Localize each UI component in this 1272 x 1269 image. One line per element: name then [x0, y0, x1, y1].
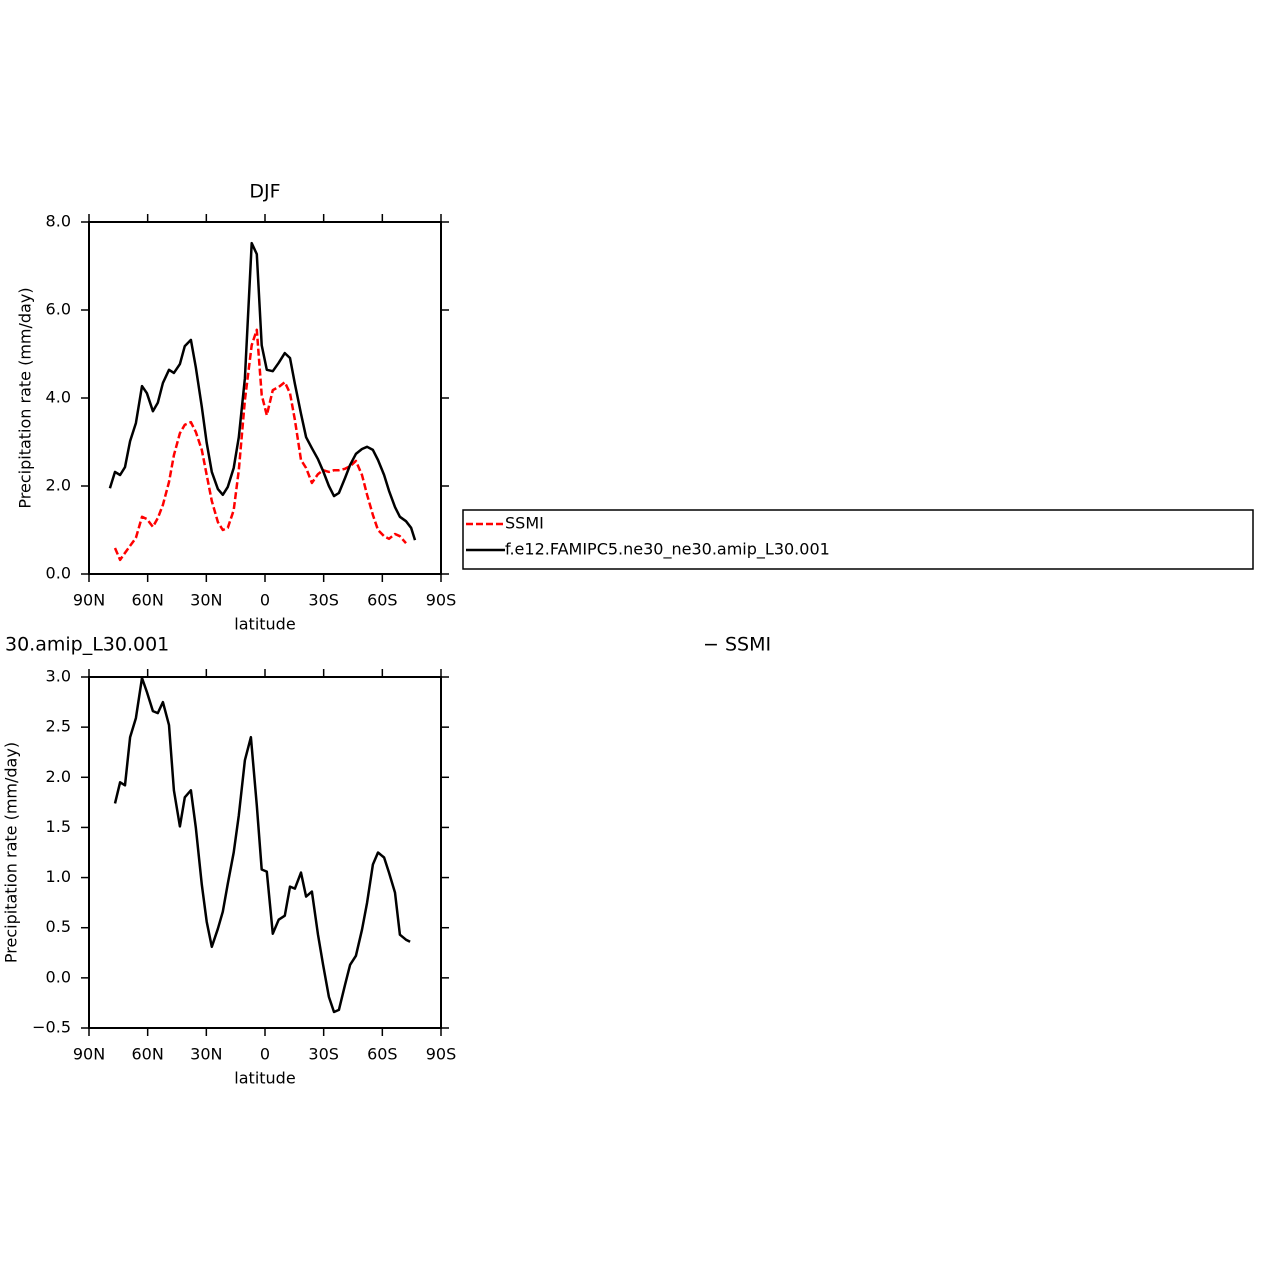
- legend-label: f.e12.FAMIPC5.ne30_ne30.amip_L30.001: [505, 540, 830, 560]
- chart-title: DJF: [249, 181, 280, 203]
- y-tick-label: 3.0: [46, 667, 71, 686]
- series-line: [108, 241, 417, 541]
- y-tick-label: 6.0: [46, 300, 71, 319]
- x-tick-label: 30N: [190, 1045, 222, 1064]
- y-tick-label: 0.5: [46, 917, 71, 936]
- y-tick-label: 0.0: [46, 967, 71, 986]
- x-tick-label: 60S: [367, 591, 398, 610]
- x-tick-label: 60N: [132, 591, 164, 610]
- x-tick-label: 90N: [73, 591, 105, 610]
- chart-title-right: − SSMI: [703, 634, 771, 656]
- x-tick-label: 0: [260, 591, 270, 610]
- plot-frame: [88, 676, 442, 1029]
- x-tick-label: 90S: [426, 591, 457, 610]
- x-tick-label: 30N: [190, 591, 222, 610]
- series-line: [113, 328, 407, 562]
- y-axis-label: Precipitation rate (mm/day): [2, 742, 21, 963]
- series-line: [113, 676, 411, 1014]
- y-tick-label: 2.0: [46, 476, 71, 495]
- x-axis-label: latitude: [234, 615, 295, 634]
- y-tick-label: 1.0: [46, 867, 71, 886]
- legend-box: [462, 509, 1254, 570]
- x-tick-label: 60N: [132, 1045, 164, 1064]
- y-tick-label: 8.0: [46, 212, 71, 231]
- legend-label: SSMI: [505, 514, 544, 533]
- x-tick-label: 90S: [426, 1045, 457, 1064]
- chart-title-left: 30.amip_L30.001: [5, 634, 169, 656]
- x-tick-label: 90N: [73, 1045, 105, 1064]
- y-tick-label: 0.0: [46, 564, 71, 583]
- y-tick-label: 2.5: [46, 717, 71, 736]
- x-tick-label: 0: [260, 1045, 270, 1064]
- y-tick-label: 2.0: [46, 767, 71, 786]
- x-tick-label: 60S: [367, 1045, 398, 1064]
- x-tick-label: 30S: [308, 591, 339, 610]
- y-axis-label: Precipitation rate (mm/day): [16, 287, 35, 508]
- y-tick-label: 4.0: [46, 388, 71, 407]
- x-axis-label: latitude: [234, 1069, 295, 1088]
- y-tick-label: 1.5: [46, 817, 71, 836]
- y-tick-label: −0.5: [32, 1018, 71, 1037]
- plot-frame: [88, 221, 442, 575]
- x-tick-label: 30S: [308, 1045, 339, 1064]
